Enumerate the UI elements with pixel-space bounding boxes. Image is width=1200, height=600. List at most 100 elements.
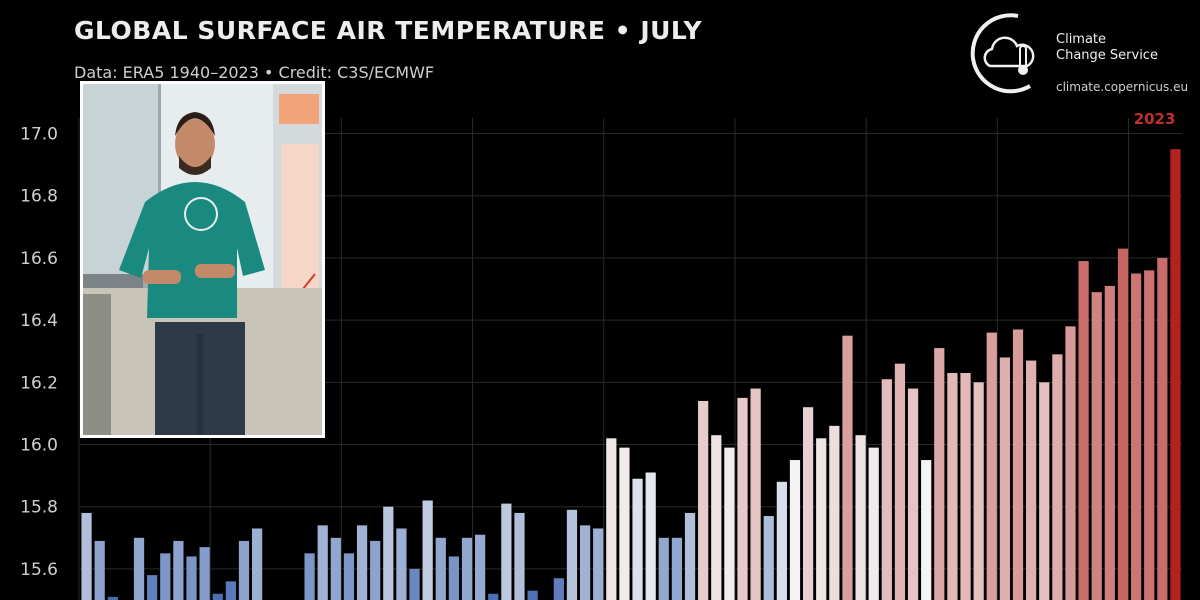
bar-1969[interactable]	[461, 537, 473, 600]
y-tick-label: 16.6	[20, 249, 58, 269]
y-tick-label: 16.4	[20, 311, 58, 331]
highlight-year-label: 2023	[1134, 110, 1176, 128]
bar-1949[interactable]	[199, 547, 210, 600]
bar-2014[interactable]	[1052, 354, 1063, 600]
bar-1980[interactable]	[606, 438, 617, 600]
chart-title: GLOBAL SURFACE AIR TEMPERATURE • JULY	[74, 16, 703, 45]
logo-service-name: Climate Change Service	[1056, 32, 1158, 63]
bar-1941[interactable]	[94, 540, 105, 600]
logo-url[interactable]: climate.copernicus.eu	[1056, 80, 1189, 94]
bar-1986[interactable]	[684, 512, 696, 600]
bar-2016[interactable]	[1078, 261, 1089, 600]
bar-1957[interactable]	[304, 553, 315, 600]
bar-1953[interactable]	[251, 528, 263, 600]
bar-1997[interactable]	[829, 425, 840, 600]
bar-1981[interactable]	[619, 447, 630, 600]
bar-1989[interactable]	[724, 447, 735, 600]
bar-1946[interactable]	[160, 553, 171, 600]
bar-1961[interactable]	[356, 525, 368, 600]
bar-1994[interactable]	[789, 460, 801, 600]
bar-series	[81, 149, 1181, 600]
bar-1951[interactable]	[225, 581, 236, 600]
bar-2017[interactable]	[1091, 292, 1102, 600]
bar-1945[interactable]	[147, 575, 158, 600]
bar-2020[interactable]	[1130, 273, 1142, 600]
bar-2021[interactable]	[1144, 270, 1155, 600]
bar-2005[interactable]	[934, 348, 945, 600]
bar-1996[interactable]	[816, 438, 827, 600]
bar-2008[interactable]	[973, 382, 984, 600]
bar-2019[interactable]	[1117, 248, 1129, 600]
bar-1970[interactable]	[475, 534, 486, 600]
bar-2010[interactable]	[999, 357, 1011, 600]
bar-2022[interactable]	[1157, 257, 1168, 600]
bar-2003[interactable]	[907, 388, 919, 600]
bar-1968[interactable]	[448, 556, 460, 600]
bar-1974[interactable]	[527, 590, 538, 600]
bar-1952[interactable]	[238, 540, 250, 600]
bar-1982[interactable]	[632, 478, 643, 600]
bar-1988[interactable]	[711, 435, 722, 600]
bar-2004[interactable]	[921, 460, 932, 600]
presenter-photo	[80, 81, 325, 438]
bar-1985[interactable]	[671, 537, 683, 600]
copernicus-logo[interactable]: Climate Change Service climate.copernicu…	[970, 10, 1189, 100]
bar-1987[interactable]	[698, 400, 709, 600]
bar-2023[interactable]	[1170, 149, 1181, 600]
y-tick-label: 17.0	[20, 125, 58, 145]
bar-1963[interactable]	[383, 506, 394, 600]
bar-1999[interactable]	[855, 435, 866, 600]
y-tick-label: 16.2	[20, 373, 58, 393]
bar-1983[interactable]	[645, 472, 656, 600]
bar-1991[interactable]	[750, 388, 761, 600]
bar-2013[interactable]	[1039, 382, 1050, 600]
bar-1990[interactable]	[737, 397, 748, 600]
bar-1958[interactable]	[317, 525, 328, 600]
bar-1993[interactable]	[776, 481, 787, 600]
bar-1976[interactable]	[553, 578, 564, 600]
bar-1950[interactable]	[212, 593, 223, 600]
bar-1971[interactable]	[488, 593, 499, 600]
bar-2006[interactable]	[947, 372, 958, 600]
bar-1944[interactable]	[133, 537, 145, 600]
bar-1948[interactable]	[186, 556, 197, 600]
bar-2009[interactable]	[986, 332, 997, 600]
bar-1959[interactable]	[330, 537, 341, 600]
bar-2007[interactable]	[960, 372, 971, 600]
presenter-photo-image	[83, 84, 322, 435]
bar-2000[interactable]	[868, 447, 879, 600]
bar-1992[interactable]	[763, 516, 774, 600]
bar-1973[interactable]	[514, 512, 525, 600]
bar-2015[interactable]	[1065, 326, 1076, 600]
y-tick-label: 16.8	[20, 187, 58, 207]
bar-1972[interactable]	[501, 503, 512, 600]
y-tick-label: 15.8	[20, 498, 58, 518]
bar-1978[interactable]	[579, 525, 591, 600]
bar-1965[interactable]	[409, 568, 420, 600]
bar-1977[interactable]	[566, 509, 578, 600]
bar-1962[interactable]	[370, 540, 381, 600]
bar-1964[interactable]	[396, 528, 407, 600]
cloud-thermometer-icon	[970, 13, 1035, 94]
bar-1940[interactable]	[81, 512, 92, 600]
bar-1942[interactable]	[107, 596, 118, 600]
chart-grid	[78, 118, 1182, 600]
bar-1979[interactable]	[593, 528, 604, 600]
bar-1967[interactable]	[435, 537, 446, 600]
bar-2018[interactable]	[1104, 285, 1115, 600]
y-axis-ticks: 15.6 15.8 16.0 16.2 16.4 16.6 16.8 17.0	[20, 125, 58, 580]
bar-1966[interactable]	[422, 500, 433, 600]
highlight-labels: 2023	[1134, 110, 1176, 128]
bar-1998[interactable]	[842, 335, 853, 600]
bar-2002[interactable]	[894, 363, 906, 600]
bar-1984[interactable]	[658, 537, 669, 600]
bar-2001[interactable]	[881, 379, 892, 600]
bar-1960[interactable]	[343, 553, 355, 600]
bar-2012[interactable]	[1026, 360, 1037, 600]
bar-1995[interactable]	[802, 407, 814, 600]
y-tick-label: 16.0	[20, 436, 58, 456]
bar-1947[interactable]	[173, 540, 184, 600]
y-tick-label: 15.6	[20, 560, 58, 580]
bar-2011[interactable]	[1012, 329, 1024, 600]
